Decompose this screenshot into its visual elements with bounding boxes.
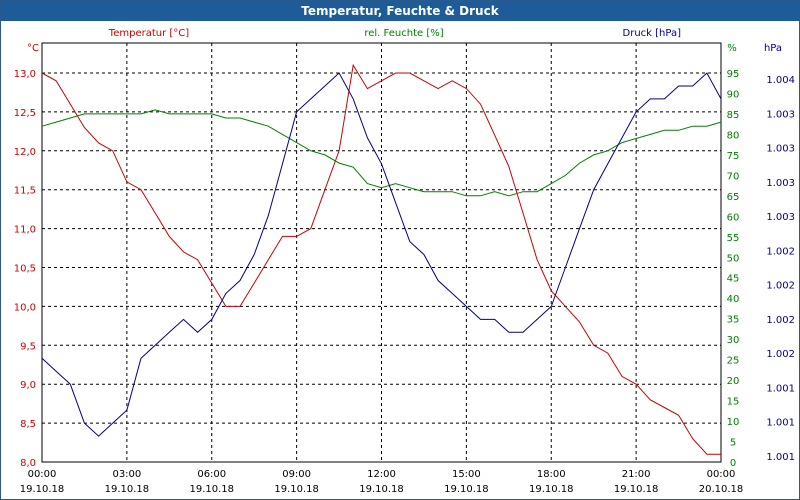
right1-tick-label: 45	[727, 274, 740, 285]
x-tick-date: 20.10.18	[699, 484, 744, 495]
right1-tick-label: 75	[727, 151, 740, 162]
right2-tick-label: 1.003	[766, 109, 795, 120]
right1-tick-label: 65	[727, 192, 740, 203]
left-tick-label: 9,0	[20, 380, 36, 391]
chart-area: 8,0 8,5 9,0 9,5 10,0 10,5 11,0 11,5 12,0 12,5 13,0…	[14, 28, 795, 495]
right1-axis-unit: %	[727, 43, 737, 54]
right1-tick-label: 35	[727, 315, 740, 326]
x-tick-date: 19.10.18	[274, 484, 319, 495]
right2-tick-label: 1.001	[766, 452, 795, 463]
right1-tick-label: 60	[727, 212, 740, 223]
left-tick-label: 9,5	[20, 341, 36, 352]
right1-tick-label: 50	[727, 253, 740, 264]
x-tick-date: 19.10.18	[529, 484, 574, 495]
left-tick-label: 13,0	[14, 69, 36, 80]
right1-tick-label: 20	[727, 376, 740, 387]
right1-tick-label: 55	[727, 233, 740, 244]
left-tick-label: 11,5	[14, 186, 36, 197]
axis-labels: 8,0 8,5 9,0 9,5 10,0 10,5 11,0 11,5 12,0 12,5 13,0…	[14, 28, 795, 495]
right2-tick-label: 1.003	[766, 144, 795, 155]
x-tick-time: 06:00	[197, 469, 226, 480]
left-tick-label: 10,5	[14, 264, 36, 275]
right2-tick-label: 1.003	[766, 212, 795, 223]
x-tick-time: 03:00	[112, 469, 141, 480]
right1-tick-label: 5	[730, 438, 736, 449]
right1-tick-label: 80	[727, 130, 740, 141]
right2-tick-label: 1.002	[766, 281, 795, 292]
x-tick-date: 19.10.18	[359, 484, 404, 495]
x-tick-time: 21:00	[622, 469, 651, 480]
right1-tick-label: 90	[727, 89, 740, 100]
x-tick-date: 19.10.18	[189, 484, 234, 495]
grid	[41, 42, 722, 463]
left-tick-label: 12,0	[14, 147, 36, 158]
x-tick-time: 00:00	[707, 469, 736, 480]
right1-tick-label: 15	[727, 397, 740, 408]
right1-tick-label: 40	[727, 294, 740, 305]
x-tick-time: 09:00	[282, 469, 311, 480]
right1-tick-label: 70	[727, 171, 740, 182]
series-line-0	[41, 63, 721, 455]
x-tick-time: 15:00	[452, 469, 481, 480]
right2-axis-unit: hPa	[764, 43, 782, 54]
legend-entry: rel. Feuchte [%]	[364, 28, 443, 39]
right2-tick-label: 1.002	[766, 315, 795, 326]
right2-tick-label: 1.001	[766, 418, 795, 429]
right1-tick-label: 10	[727, 417, 740, 428]
left-axis-unit: °C	[27, 43, 39, 54]
x-tick-time: 12:00	[367, 469, 396, 480]
right1-tick-label: 0	[730, 458, 736, 469]
right1-tick-label: 25	[727, 356, 740, 367]
x-tick-time: 00:00	[28, 469, 57, 480]
series-line-2	[41, 72, 722, 437]
right2-tick-label: 1.003	[766, 178, 795, 189]
right1-tick-label: 30	[727, 335, 740, 346]
x-tick-date: 19.10.18	[444, 484, 489, 495]
right2-tick-label: 1.002	[766, 349, 795, 360]
x-tick-date: 19.10.18	[105, 484, 150, 495]
x-tick-date: 19.10.18	[20, 484, 65, 495]
x-tick-time: 18:00	[537, 469, 566, 480]
right1-tick-label: 85	[727, 110, 740, 121]
left-tick-label: 8,0	[20, 458, 36, 469]
left-tick-label: 12,5	[14, 108, 36, 119]
series-line-1	[41, 109, 722, 197]
series-layer	[41, 63, 722, 455]
right2-tick-label: 1.004	[766, 75, 795, 86]
right1-tick-label: 95	[727, 69, 740, 80]
left-tick-label: 11,0	[14, 225, 36, 236]
legend-entry: Druck [hPa]	[623, 28, 682, 39]
left-tick-label: 8,5	[20, 419, 36, 430]
right2-tick-label: 1.001	[766, 383, 795, 394]
right2-tick-label: 1.002	[766, 246, 795, 257]
x-tick-date: 19.10.18	[614, 484, 659, 495]
chart-title: Temperatur, Feuchte & Druck	[1, 1, 799, 21]
legend-entry: Temperatur [°C]	[108, 28, 189, 39]
left-tick-label: 10,0	[14, 302, 36, 313]
